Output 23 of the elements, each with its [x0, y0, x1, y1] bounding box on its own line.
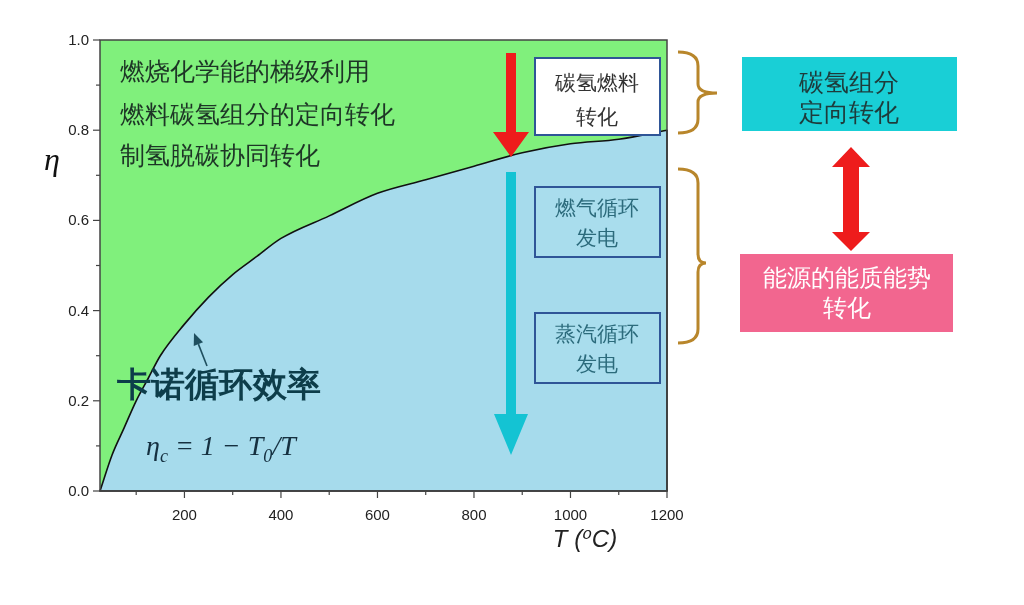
x-tick-label: 400 — [268, 506, 294, 523]
y-tick-label: 0.0 — [68, 482, 89, 499]
x-tick-label: 800 — [461, 506, 487, 523]
y-tick-label: 0.6 — [68, 211, 89, 229]
x-tick-label: 1200 — [650, 506, 684, 523]
annotation: 碳氢燃料转化 — [555, 70, 639, 128]
annotation: 燃料碳氢组分的定向转化 — [120, 100, 395, 128]
x-tick-label: 1000 — [553, 506, 588, 523]
x-tick-label: 600 — [364, 506, 390, 523]
y-tick-label: 1.0 — [68, 31, 89, 48]
annotation: 碳氢组分定向转化 — [799, 68, 899, 126]
annotation: 能源的能质能势转化 — [762, 263, 931, 323]
annotation: 燃气循环发电 — [555, 195, 639, 249]
y-axis-title: η — [44, 140, 60, 177]
x-tick-label: 200 — [171, 506, 197, 523]
annotation: 制氢脱碳协同转化 — [120, 141, 320, 169]
y-tick-label: 0.2 — [68, 391, 89, 409]
y-tick-label: 0.4 — [68, 301, 89, 319]
annotation: 燃烧化学能的梯级利用 — [120, 57, 370, 85]
y-tick-label: 0.8 — [68, 121, 89, 139]
annotation: η$_{c}$ = 1 − T$_{0}$/T — [146, 430, 296, 467]
annotation: 蒸汽循环发电 — [555, 321, 639, 375]
x-axis-title: T (⁰C) — [552, 524, 618, 552]
